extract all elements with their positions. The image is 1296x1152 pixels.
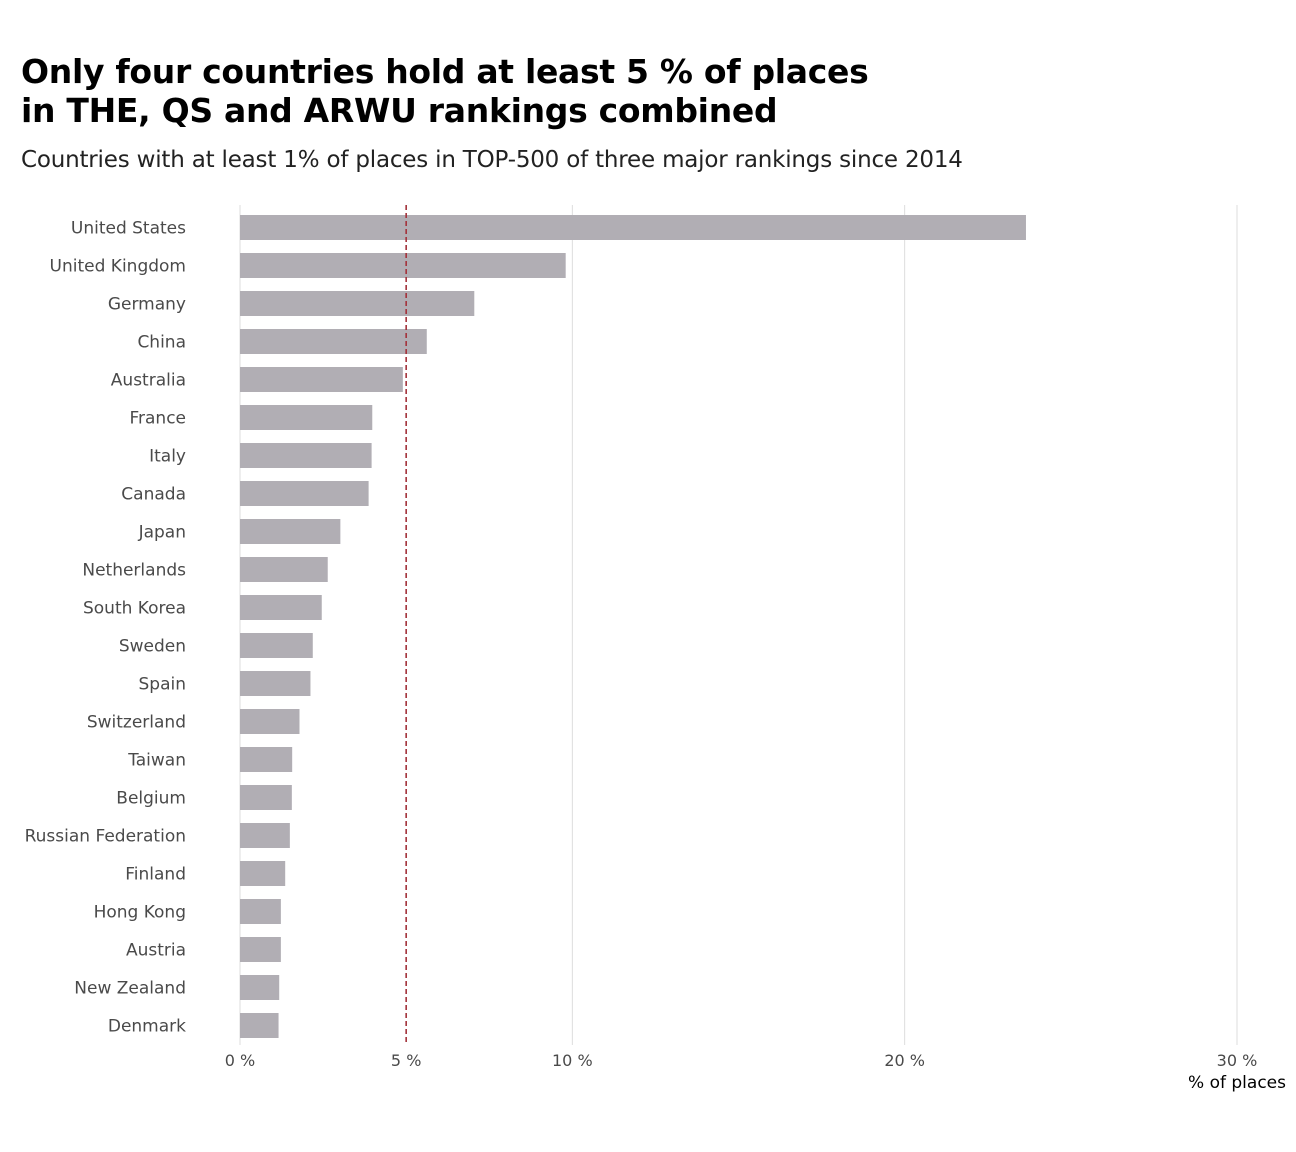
category-label-china: China (137, 333, 186, 353)
bar-sweden (240, 633, 313, 658)
chart-title-line-1: Only four countries hold at least 5 % of… (21, 52, 869, 91)
bar-canada (240, 481, 369, 506)
category-label-finland: Finland (125, 865, 186, 885)
x-tick-label-5: 5 % (391, 1051, 421, 1070)
bars (240, 215, 1026, 1038)
x-tick-label-10: 10 % (552, 1051, 593, 1070)
category-label-japan: Japan (138, 523, 186, 543)
x-tick-label-0: 0 % (225, 1051, 255, 1070)
bar-denmark (240, 1013, 279, 1038)
bar-united-states (240, 215, 1026, 240)
bar-australia (240, 367, 403, 392)
bar-finland (240, 861, 286, 886)
bar-france (240, 405, 373, 430)
x-tick-label-30: 30 % (1217, 1051, 1258, 1070)
category-label-canada: Canada (121, 485, 186, 505)
x-axis-title: % of places (1188, 1073, 1286, 1093)
category-label-denmark: Denmark (108, 1017, 186, 1037)
category-label-france: France (129, 409, 186, 429)
category-label-sweden: Sweden (119, 637, 186, 657)
category-label-spain: Spain (139, 675, 187, 695)
bar-china (240, 329, 427, 354)
chart-title-line-2: in THE, QS and ARWU rankings combined (21, 91, 778, 130)
bar-new-zealand (240, 975, 280, 1000)
category-label-united-kingdom: United Kingdom (50, 257, 186, 277)
category-label-italy: Italy (149, 447, 186, 467)
category-labels: United States United Kingdom Germany China A… (25, 219, 187, 1037)
category-label-switzerland: Switzerland (87, 713, 186, 733)
category-label-netherlands: Netherlands (82, 561, 186, 581)
bar-belgium (240, 785, 292, 810)
bar-hong-kong (240, 899, 281, 924)
bar-germany (240, 291, 475, 316)
bar-taiwan (240, 747, 293, 772)
bar-japan (240, 519, 341, 544)
category-label-taiwan: Taiwan (127, 751, 186, 771)
category-label-new-zealand: New Zealand (74, 979, 186, 999)
bar-austria (240, 937, 281, 962)
x-tick-label-20: 20 % (884, 1051, 925, 1070)
category-label-belgium: Belgium (116, 789, 186, 809)
category-label-russian-federation: Russian Federation (25, 827, 186, 847)
bar-spain (240, 671, 311, 696)
x-axis-ticks: 0 % 5 % 10 % 20 % 30 % (225, 1051, 1258, 1070)
bar-united-kingdom (240, 253, 566, 278)
category-label-australia: Australia (111, 371, 186, 391)
bar-italy (240, 443, 372, 468)
category-label-germany: Germany (108, 295, 186, 315)
category-label-south-korea: South Korea (83, 599, 186, 619)
bar-switzerland (240, 709, 300, 734)
chart-subtitle: Countries with at least 1% of places in … (21, 147, 963, 173)
category-label-united-states: United States (71, 219, 186, 239)
bar-south-korea (240, 595, 322, 620)
bar-netherlands (240, 557, 328, 582)
category-label-austria: Austria (126, 941, 186, 961)
chart-title: Only four countries hold at least 5 % of… (21, 52, 869, 130)
bar-russian-federation (240, 823, 290, 848)
category-label-hong-kong: Hong Kong (94, 903, 186, 923)
